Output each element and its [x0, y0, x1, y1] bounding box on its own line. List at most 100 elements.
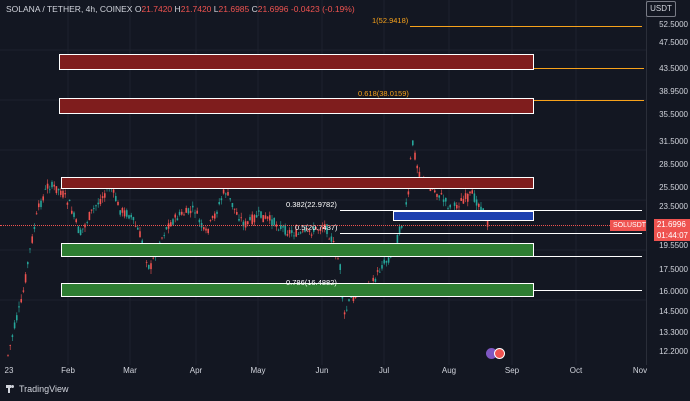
candle-body [165, 227, 168, 230]
candle-body [467, 193, 469, 202]
candle-body [185, 207, 187, 213]
candle-body [247, 221, 249, 225]
candle-body [93, 208, 95, 209]
price-tick: 43.5000 [659, 64, 688, 73]
candle-body [434, 190, 436, 193]
candle-body [33, 227, 36, 230]
candle-body [27, 262, 29, 265]
candle-body [75, 219, 77, 223]
candle-body [174, 214, 176, 218]
candle-body [42, 196, 44, 201]
candle-body [64, 193, 66, 195]
tradingview-logo[interactable]: TradingView [6, 384, 69, 394]
current-price-tag: 21.6996 01:44:07 [653, 219, 690, 241]
candle-body [385, 260, 388, 263]
candle-body [440, 193, 443, 195]
footer: TradingView [0, 379, 690, 401]
candle-body [216, 211, 218, 214]
support-zone-blue[interactable] [393, 211, 534, 221]
price-axis[interactable]: 52.5000 47.5000 43.5000 38.9500 35.5000 31.50… [646, 0, 690, 365]
candle-body [416, 165, 418, 169]
resistance-zone-upper[interactable] [59, 98, 534, 114]
candle-body [282, 226, 284, 228]
fib-line-05[interactable] [340, 233, 642, 234]
candle-body [121, 208, 124, 213]
candle-body [60, 190, 62, 195]
candle-body [176, 218, 179, 221]
candle-body [326, 224, 328, 235]
support-zone-green-upper[interactable] [61, 243, 534, 257]
candle-body [398, 226, 401, 235]
resistance-zone-mid[interactable] [61, 177, 534, 189]
support-zone-green-lower[interactable] [61, 283, 534, 297]
candle-body [209, 220, 212, 221]
candle-body [436, 193, 438, 197]
price-tick: 14.5000 [659, 307, 688, 316]
candle-body [9, 345, 11, 346]
resistance-zone-top[interactable] [59, 54, 534, 70]
time-tick: Aug [441, 366, 457, 375]
candle-body [123, 210, 126, 217]
fib-line-0618[interactable] [534, 100, 644, 101]
earnings-icon[interactable] [486, 348, 497, 359]
candle-body [273, 217, 275, 225]
time-tick: Oct [569, 366, 583, 375]
candle-body [167, 223, 170, 229]
candle-body [460, 198, 462, 201]
close-value: 21.6996 [257, 4, 289, 14]
candle-body [258, 210, 260, 212]
fib-line-0382[interactable] [340, 210, 642, 211]
candle-body [464, 193, 467, 199]
currency-button[interactable]: USDT [646, 1, 676, 17]
candle-body [475, 199, 478, 206]
candle-body [20, 299, 22, 303]
fib-label-0382: 0.382(22.9782) [286, 200, 337, 209]
candle-body [337, 258, 339, 260]
time-tick: Mar [123, 366, 137, 375]
candle-body [227, 192, 229, 196]
candle-body [99, 198, 102, 205]
chart-header: SOLANA / TETHER, 4h, COINEX O21.7420 H21… [6, 4, 355, 14]
candle-body [271, 219, 273, 226]
candle-body [134, 225, 137, 227]
candle-body [194, 212, 196, 214]
candle-body [251, 214, 253, 225]
price-tick: 28.5000 [659, 160, 688, 169]
time-axis[interactable]: 23 Feb Mar Apr May Jun Jul Aug Sep Oct Nov [0, 365, 647, 379]
candle-body [321, 226, 324, 229]
candle-body [90, 209, 93, 211]
candle-body [183, 214, 185, 216]
candle-body [53, 184, 55, 187]
chart-area[interactable]: 1(52.9418) 0.618(38.0159) 0.382(22.9782)… [0, 0, 650, 365]
candle-body [104, 193, 106, 198]
candle-body [115, 196, 117, 202]
candle-body [68, 199, 71, 202]
fib-line-0786[interactable] [534, 290, 642, 291]
candle-body [57, 188, 60, 191]
candle-body [51, 181, 53, 188]
candle-body [35, 213, 38, 215]
fib-label-0786: 0.786(16.4882) [286, 278, 337, 287]
candle-body [297, 233, 300, 235]
candle-body [152, 257, 154, 259]
candle-body [354, 295, 357, 299]
candle-body [286, 234, 289, 236]
time-tick: Jul [378, 366, 390, 375]
price-tick: 13.3000 [659, 328, 688, 337]
candle-body [55, 186, 58, 194]
candle-body [97, 202, 99, 205]
fib-label-05: 0.5(20.7437) [295, 223, 338, 232]
candle-body [462, 198, 465, 204]
candle-body [302, 230, 304, 232]
candle-body [407, 191, 410, 195]
flag-icon[interactable] [494, 348, 505, 359]
fib-line-1[interactable] [410, 26, 642, 27]
candle-body [352, 293, 355, 302]
candle-body [343, 312, 346, 315]
candle-body [310, 234, 313, 236]
candle-body [293, 235, 295, 237]
candle-body [205, 228, 207, 231]
price-tick: 35.5000 [659, 110, 688, 119]
time-tick: 23 [4, 366, 14, 375]
price-tick: 16.0000 [659, 287, 688, 296]
